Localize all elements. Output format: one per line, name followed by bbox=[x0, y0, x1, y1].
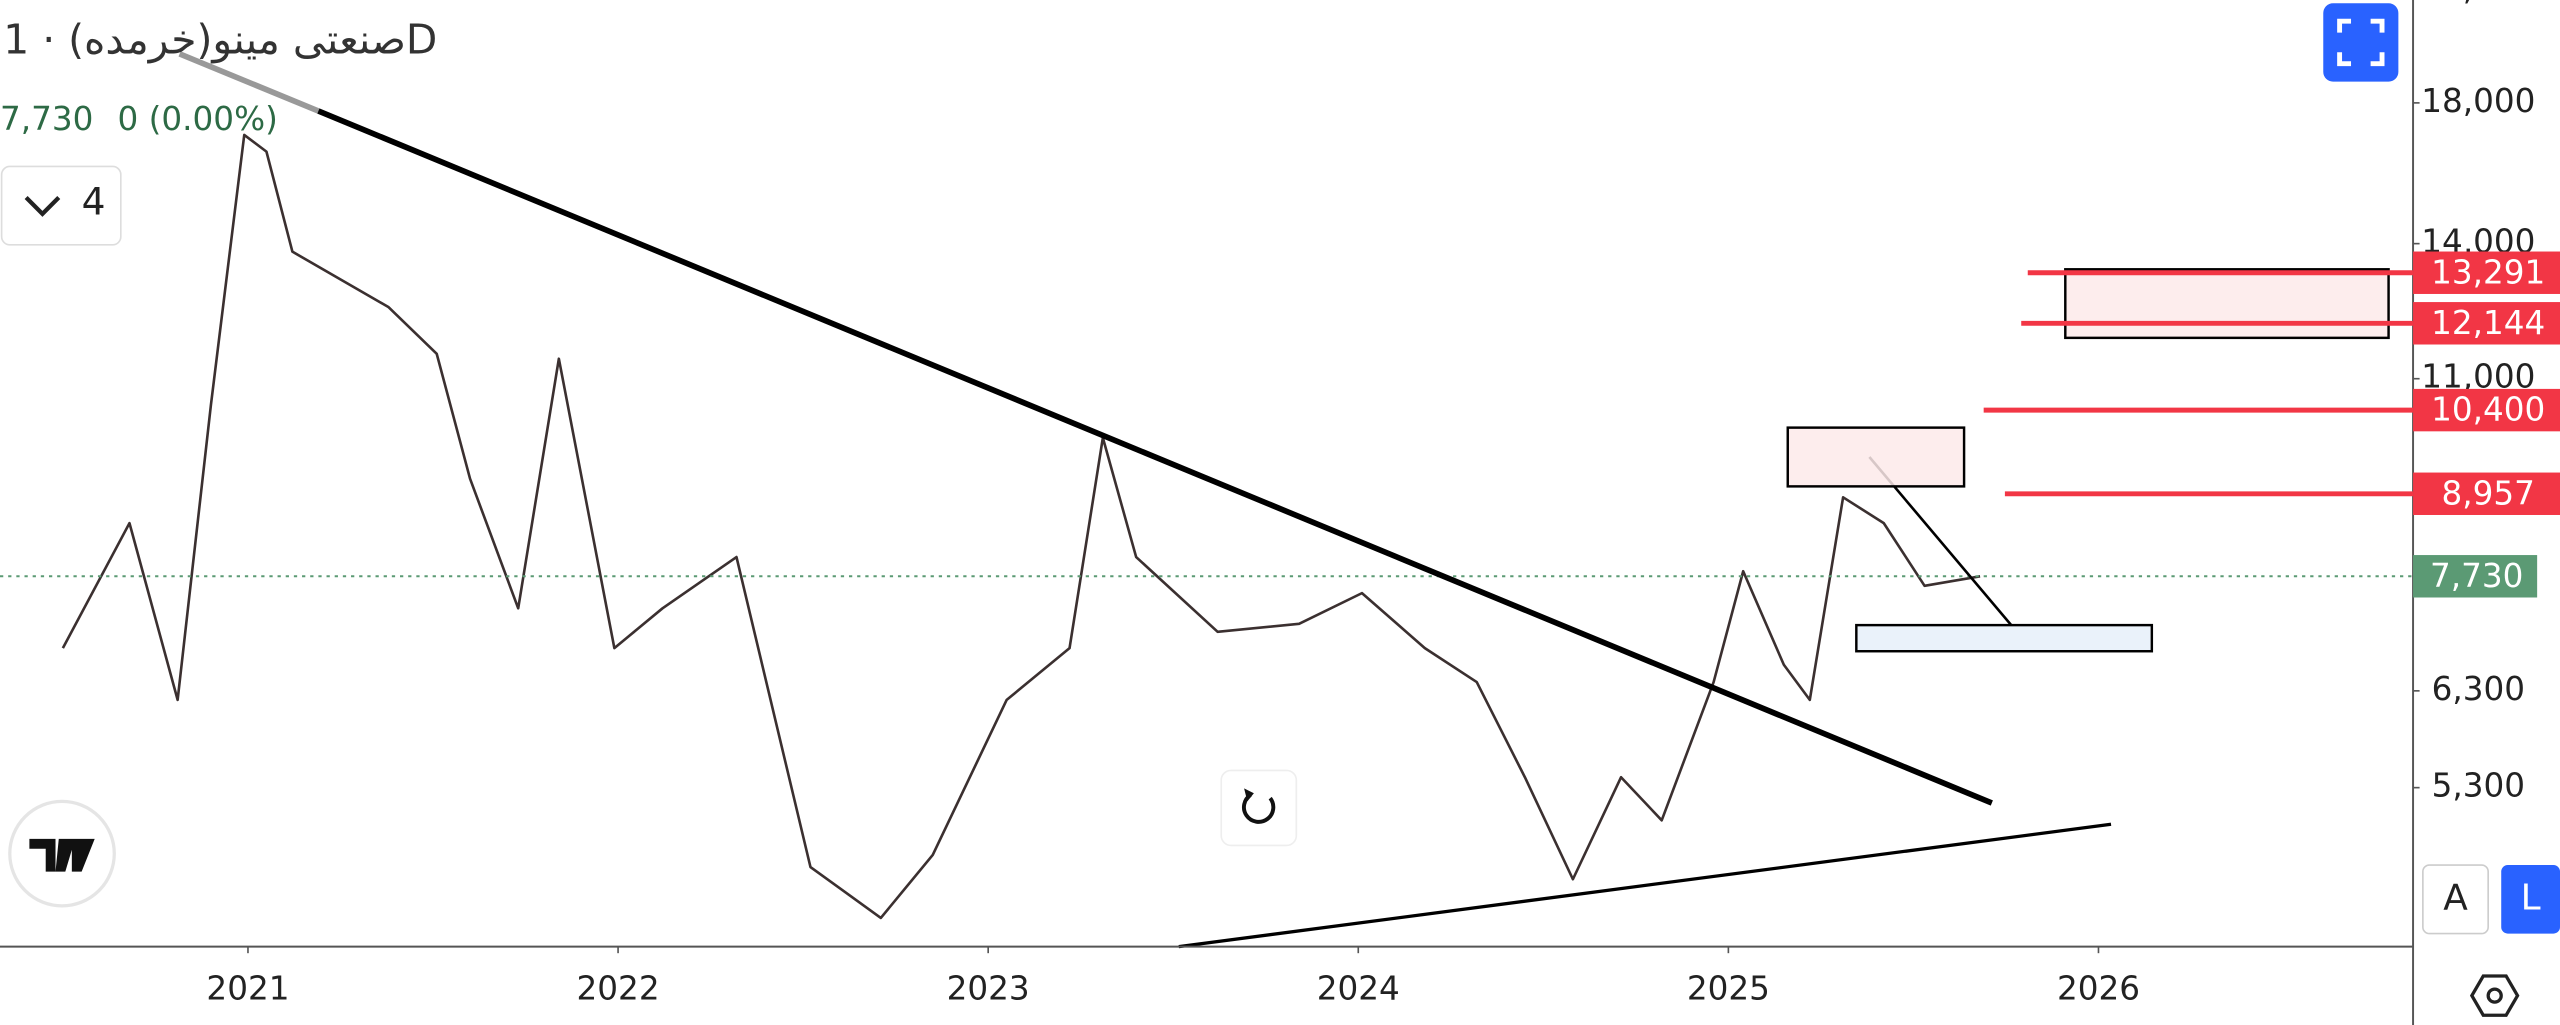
trendline bbox=[178, 51, 320, 114]
price-level-badge bbox=[2413, 302, 2560, 345]
reset-icon-arrow bbox=[1244, 788, 1254, 802]
price-level-label: 8,957 bbox=[2441, 474, 2534, 512]
y-tick-label: 5,300 bbox=[2432, 767, 2525, 805]
y-tick-label: 6,300 bbox=[2432, 670, 2525, 708]
settings-icon-center bbox=[2486, 987, 2503, 1004]
last-price-badge bbox=[2413, 555, 2538, 598]
y-tick-label: 18,000 bbox=[2421, 82, 2535, 120]
plot-area bbox=[0, 133, 2414, 920]
price-level-label: 10,400 bbox=[2431, 391, 2545, 429]
log-scale-button[interactable] bbox=[2501, 865, 2560, 934]
price-level-badge bbox=[2413, 472, 2560, 515]
logo[interactable] bbox=[8, 799, 116, 908]
price-level-badge bbox=[2413, 388, 2560, 432]
x-tick-label: 2025 bbox=[1687, 970, 1770, 1008]
fullscreen-icon bbox=[2337, 18, 2385, 67]
zone-box bbox=[1855, 623, 2154, 653]
y-tick-label: 22,000 bbox=[2421, 0, 2535, 7]
last-price-badge-label: 7,730 bbox=[2430, 557, 2523, 595]
price-line bbox=[61, 133, 1981, 920]
log-scale-label: L bbox=[2521, 877, 2541, 918]
x-tick-label: 2023 bbox=[947, 970, 1030, 1008]
x-tick-label: 2026 bbox=[2057, 970, 2140, 1008]
reset-button[interactable] bbox=[1220, 769, 1298, 847]
zone-box bbox=[1786, 426, 1966, 488]
trendline bbox=[1178, 822, 2112, 949]
last-price: 7,730 bbox=[0, 100, 93, 138]
reset-icon bbox=[1241, 793, 1276, 824]
chevron-icon bbox=[24, 195, 61, 217]
trendline bbox=[317, 108, 1993, 806]
reset-bg[interactable] bbox=[1220, 769, 1298, 847]
price-level-badge bbox=[2413, 251, 2560, 294]
price-level-label: 12,144 bbox=[2431, 304, 2545, 342]
indicators-count: 4 bbox=[82, 180, 106, 224]
logo-mark bbox=[29, 838, 95, 872]
settings-icon[interactable] bbox=[2469, 974, 2520, 1017]
price-change: 0 (0.00%) bbox=[118, 100, 278, 138]
indicators-toggle[interactable]: 4 bbox=[0, 165, 122, 246]
x-tick-label: 2022 bbox=[577, 970, 660, 1008]
zone-box bbox=[2064, 268, 2390, 340]
symbol-title: صنعتی مینو(خرمده) · 1D bbox=[3, 15, 437, 63]
fullscreen-bg[interactable] bbox=[2323, 3, 2399, 82]
x-tick-label: 2024 bbox=[1317, 970, 1400, 1008]
trendline bbox=[1868, 456, 2029, 646]
auto-scale-label: A bbox=[2443, 877, 2468, 918]
x-tick-label: 2021 bbox=[206, 970, 289, 1008]
price-level-label: 13,291 bbox=[2431, 253, 2545, 291]
indicators-button[interactable] bbox=[0, 165, 122, 246]
auto-scale-button[interactable] bbox=[2422, 864, 2489, 935]
fullscreen-button[interactable] bbox=[2323, 3, 2399, 82]
